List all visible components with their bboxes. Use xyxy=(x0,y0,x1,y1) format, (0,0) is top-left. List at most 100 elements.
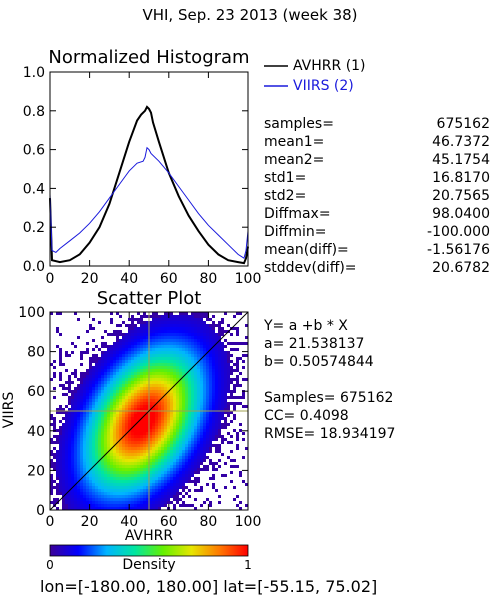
density-cell xyxy=(95,483,98,486)
density-cell xyxy=(182,327,185,330)
density-cell xyxy=(104,411,107,414)
density-cell xyxy=(131,489,134,492)
density-cell xyxy=(221,384,224,387)
density-cell xyxy=(83,465,86,468)
density-cell xyxy=(179,429,182,432)
density-cell xyxy=(170,456,173,459)
density-cell xyxy=(176,351,179,354)
density-cell xyxy=(140,492,143,495)
density-cell xyxy=(104,393,107,396)
density-cell xyxy=(140,426,143,429)
density-cell xyxy=(185,456,188,459)
density-cell xyxy=(179,477,182,480)
density-cell xyxy=(113,468,116,471)
density-cell xyxy=(170,408,173,411)
density-cell xyxy=(110,417,113,420)
density-cell xyxy=(179,456,182,459)
density-cell xyxy=(185,405,188,408)
density-cell xyxy=(92,420,95,423)
density-cell xyxy=(197,378,200,381)
density-cell xyxy=(176,426,179,429)
density-cell xyxy=(212,342,215,345)
density-cell xyxy=(185,333,188,336)
density-cell xyxy=(137,390,140,393)
density-cell xyxy=(71,507,74,510)
density-cell xyxy=(146,324,149,327)
density-cell xyxy=(137,465,140,468)
density-cell xyxy=(119,483,122,486)
density-cell xyxy=(155,351,158,354)
density-cell xyxy=(146,456,149,459)
density-cell xyxy=(101,399,104,402)
density-cell xyxy=(107,507,110,510)
density-cell xyxy=(218,372,221,375)
density-cell xyxy=(65,435,68,438)
density-cell xyxy=(182,411,185,414)
density-cell xyxy=(119,423,122,426)
density-cell xyxy=(74,441,77,444)
density-cell xyxy=(143,381,146,384)
density-cell xyxy=(176,414,179,417)
density-cell xyxy=(50,423,53,426)
density-cell xyxy=(185,414,188,417)
density-cell xyxy=(122,453,125,456)
density-cell xyxy=(107,468,110,471)
density-cell xyxy=(197,369,200,372)
density-cell xyxy=(245,378,248,381)
density-cell xyxy=(110,390,113,393)
histogram-panel: Normalized Histogram 0 20 40 60 80 1000.00.20… xyxy=(23,47,490,287)
density-cell xyxy=(98,483,101,486)
density-cell xyxy=(140,369,143,372)
density-cell xyxy=(170,501,173,504)
density-cell xyxy=(155,375,158,378)
density-cell xyxy=(215,333,218,336)
density-cell xyxy=(62,480,65,483)
density-cell xyxy=(155,432,158,435)
density-cell xyxy=(131,390,134,393)
density-cell xyxy=(194,399,197,402)
density-cell xyxy=(119,462,122,465)
density-cell xyxy=(125,348,128,351)
density-cell xyxy=(164,345,167,348)
density-cell xyxy=(119,411,122,414)
density-cell xyxy=(152,471,155,474)
density-cell xyxy=(164,417,167,420)
density-cell xyxy=(197,399,200,402)
density-cell xyxy=(185,399,188,402)
density-cell xyxy=(176,345,179,348)
density-cell xyxy=(86,459,89,462)
density-cell xyxy=(143,396,146,399)
density-cell xyxy=(200,423,203,426)
density-cell xyxy=(146,504,149,507)
density-cell xyxy=(89,453,92,456)
density-cell xyxy=(236,369,239,372)
density-cell xyxy=(137,399,140,402)
density-cell xyxy=(146,384,149,387)
density-cell xyxy=(203,336,206,339)
density-cell xyxy=(122,348,125,351)
density-cell xyxy=(203,444,206,447)
density-cell xyxy=(125,480,128,483)
density-cell xyxy=(164,486,167,489)
density-cell xyxy=(101,435,104,438)
density-cell xyxy=(164,390,167,393)
density-cell xyxy=(197,336,200,339)
density-cell xyxy=(137,345,140,348)
density-cell xyxy=(110,366,113,369)
density-cell xyxy=(137,357,140,360)
density-cell xyxy=(167,477,170,480)
density-cell xyxy=(128,465,131,468)
density-cell xyxy=(215,357,218,360)
density-cell xyxy=(107,441,110,444)
density-cell xyxy=(74,438,77,441)
density-cell xyxy=(116,486,119,489)
density-cell xyxy=(116,432,119,435)
density-cell xyxy=(116,375,119,378)
density-cell xyxy=(65,423,68,426)
density-cell xyxy=(125,462,128,465)
density-cell xyxy=(173,333,176,336)
density-cell xyxy=(179,408,182,411)
density-cell xyxy=(152,447,155,450)
density-cell xyxy=(89,459,92,462)
density-cell xyxy=(128,414,131,417)
